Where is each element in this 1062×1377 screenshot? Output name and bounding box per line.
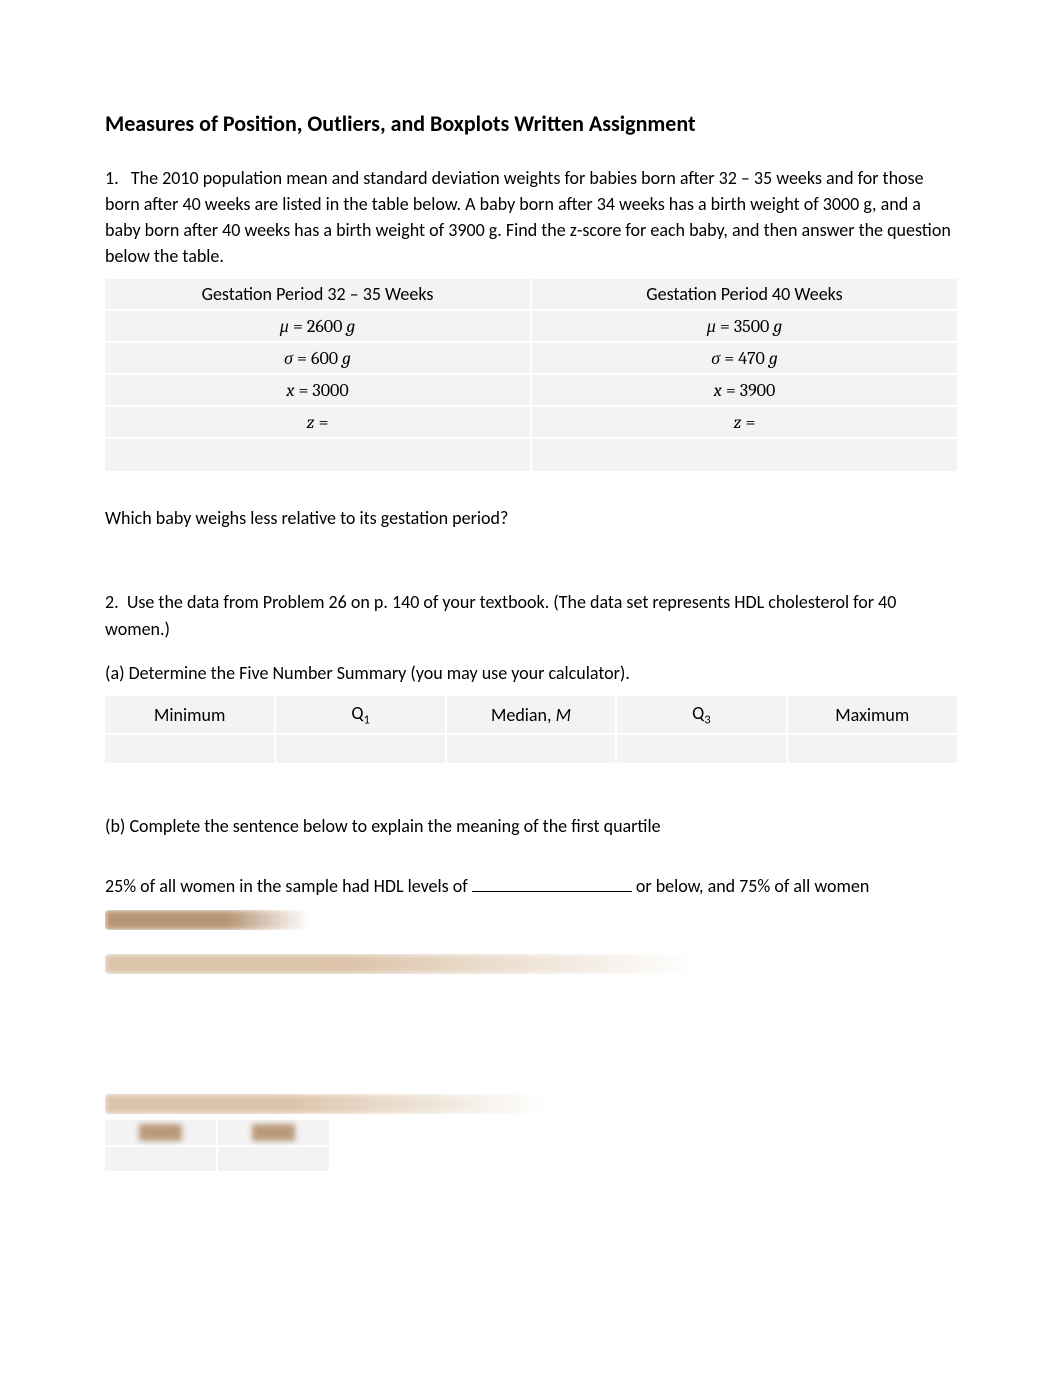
z-b: z = xyxy=(531,406,957,438)
fns-min: Minimum xyxy=(105,696,275,735)
x-b: x = 3900 xyxy=(531,374,957,406)
redacted-line-1 xyxy=(105,910,310,930)
x-a: x = 3000 xyxy=(105,374,531,406)
q2b-post: or below, and 75% of all women xyxy=(632,875,870,897)
sigma-a: σ = 600 g xyxy=(105,342,531,374)
gestation-header-b: Gestation Period 40 Weeks xyxy=(531,279,957,310)
fill-blank xyxy=(472,876,632,892)
q2-prompt: 2. Use the data from Problem 26 on p. 14… xyxy=(105,589,957,641)
fns-max-val xyxy=(787,734,957,764)
q1-text: The 2010 population mean and standard de… xyxy=(105,167,951,267)
mini-val-1 xyxy=(105,1146,217,1172)
page-title: Measures of Position, Outliers, and Boxp… xyxy=(105,110,957,137)
fns-median-val xyxy=(446,734,616,764)
mini-hdr-1 xyxy=(105,1120,217,1146)
redacted-line-3 xyxy=(105,1094,545,1114)
q1-followup: Which baby weighs less relative to its g… xyxy=(105,505,957,531)
mu-a: μ = 2600 g xyxy=(105,310,531,342)
gestation-header-a: Gestation Period 32 – 35 Weeks xyxy=(105,279,531,310)
fns-q3-val xyxy=(616,734,786,764)
q2-text: Use the data from Problem 26 on p. 140 o… xyxy=(105,591,896,639)
fns-max: Maximum xyxy=(787,696,957,735)
fns-min-val xyxy=(105,734,275,764)
sigma-b: σ = 470 g xyxy=(531,342,957,374)
redacted-line-2 xyxy=(105,954,695,974)
fns-median: Median, M xyxy=(446,696,616,735)
blank-b xyxy=(531,438,957,472)
q2b-pre: 25% of all women in the sample had HDL l… xyxy=(105,875,472,897)
q2-number: 2. xyxy=(105,591,119,613)
fns-q3: Q3 xyxy=(616,696,786,735)
q2b-label: (b) Complete the sentence below to expla… xyxy=(105,813,957,839)
gestation-table: Gestation Period 32 – 35 Weeks Gestation… xyxy=(105,279,957,473)
mu-b: μ = 3500 g xyxy=(531,310,957,342)
q2a-label: (a) Determine the Five Number Summary (y… xyxy=(105,660,957,686)
q2b-sentence: 25% of all women in the sample had HDL l… xyxy=(105,873,957,899)
fns-q1: Q1 xyxy=(275,696,445,735)
mini-val-2 xyxy=(217,1146,329,1172)
q1-number: 1. xyxy=(105,167,119,189)
blank-a xyxy=(105,438,531,472)
fns-q1-val xyxy=(275,734,445,764)
five-number-summary-table: Minimum Q1 Median, M Q3 Maximum xyxy=(105,696,957,766)
q1-prompt: 1. The 2010 population mean and standard… xyxy=(105,165,957,269)
mini-hdr-2 xyxy=(217,1120,329,1146)
document-page: Measures of Position, Outliers, and Boxp… xyxy=(0,0,1062,1173)
z-a: z = xyxy=(105,406,531,438)
redacted-mini-table xyxy=(105,1120,329,1173)
